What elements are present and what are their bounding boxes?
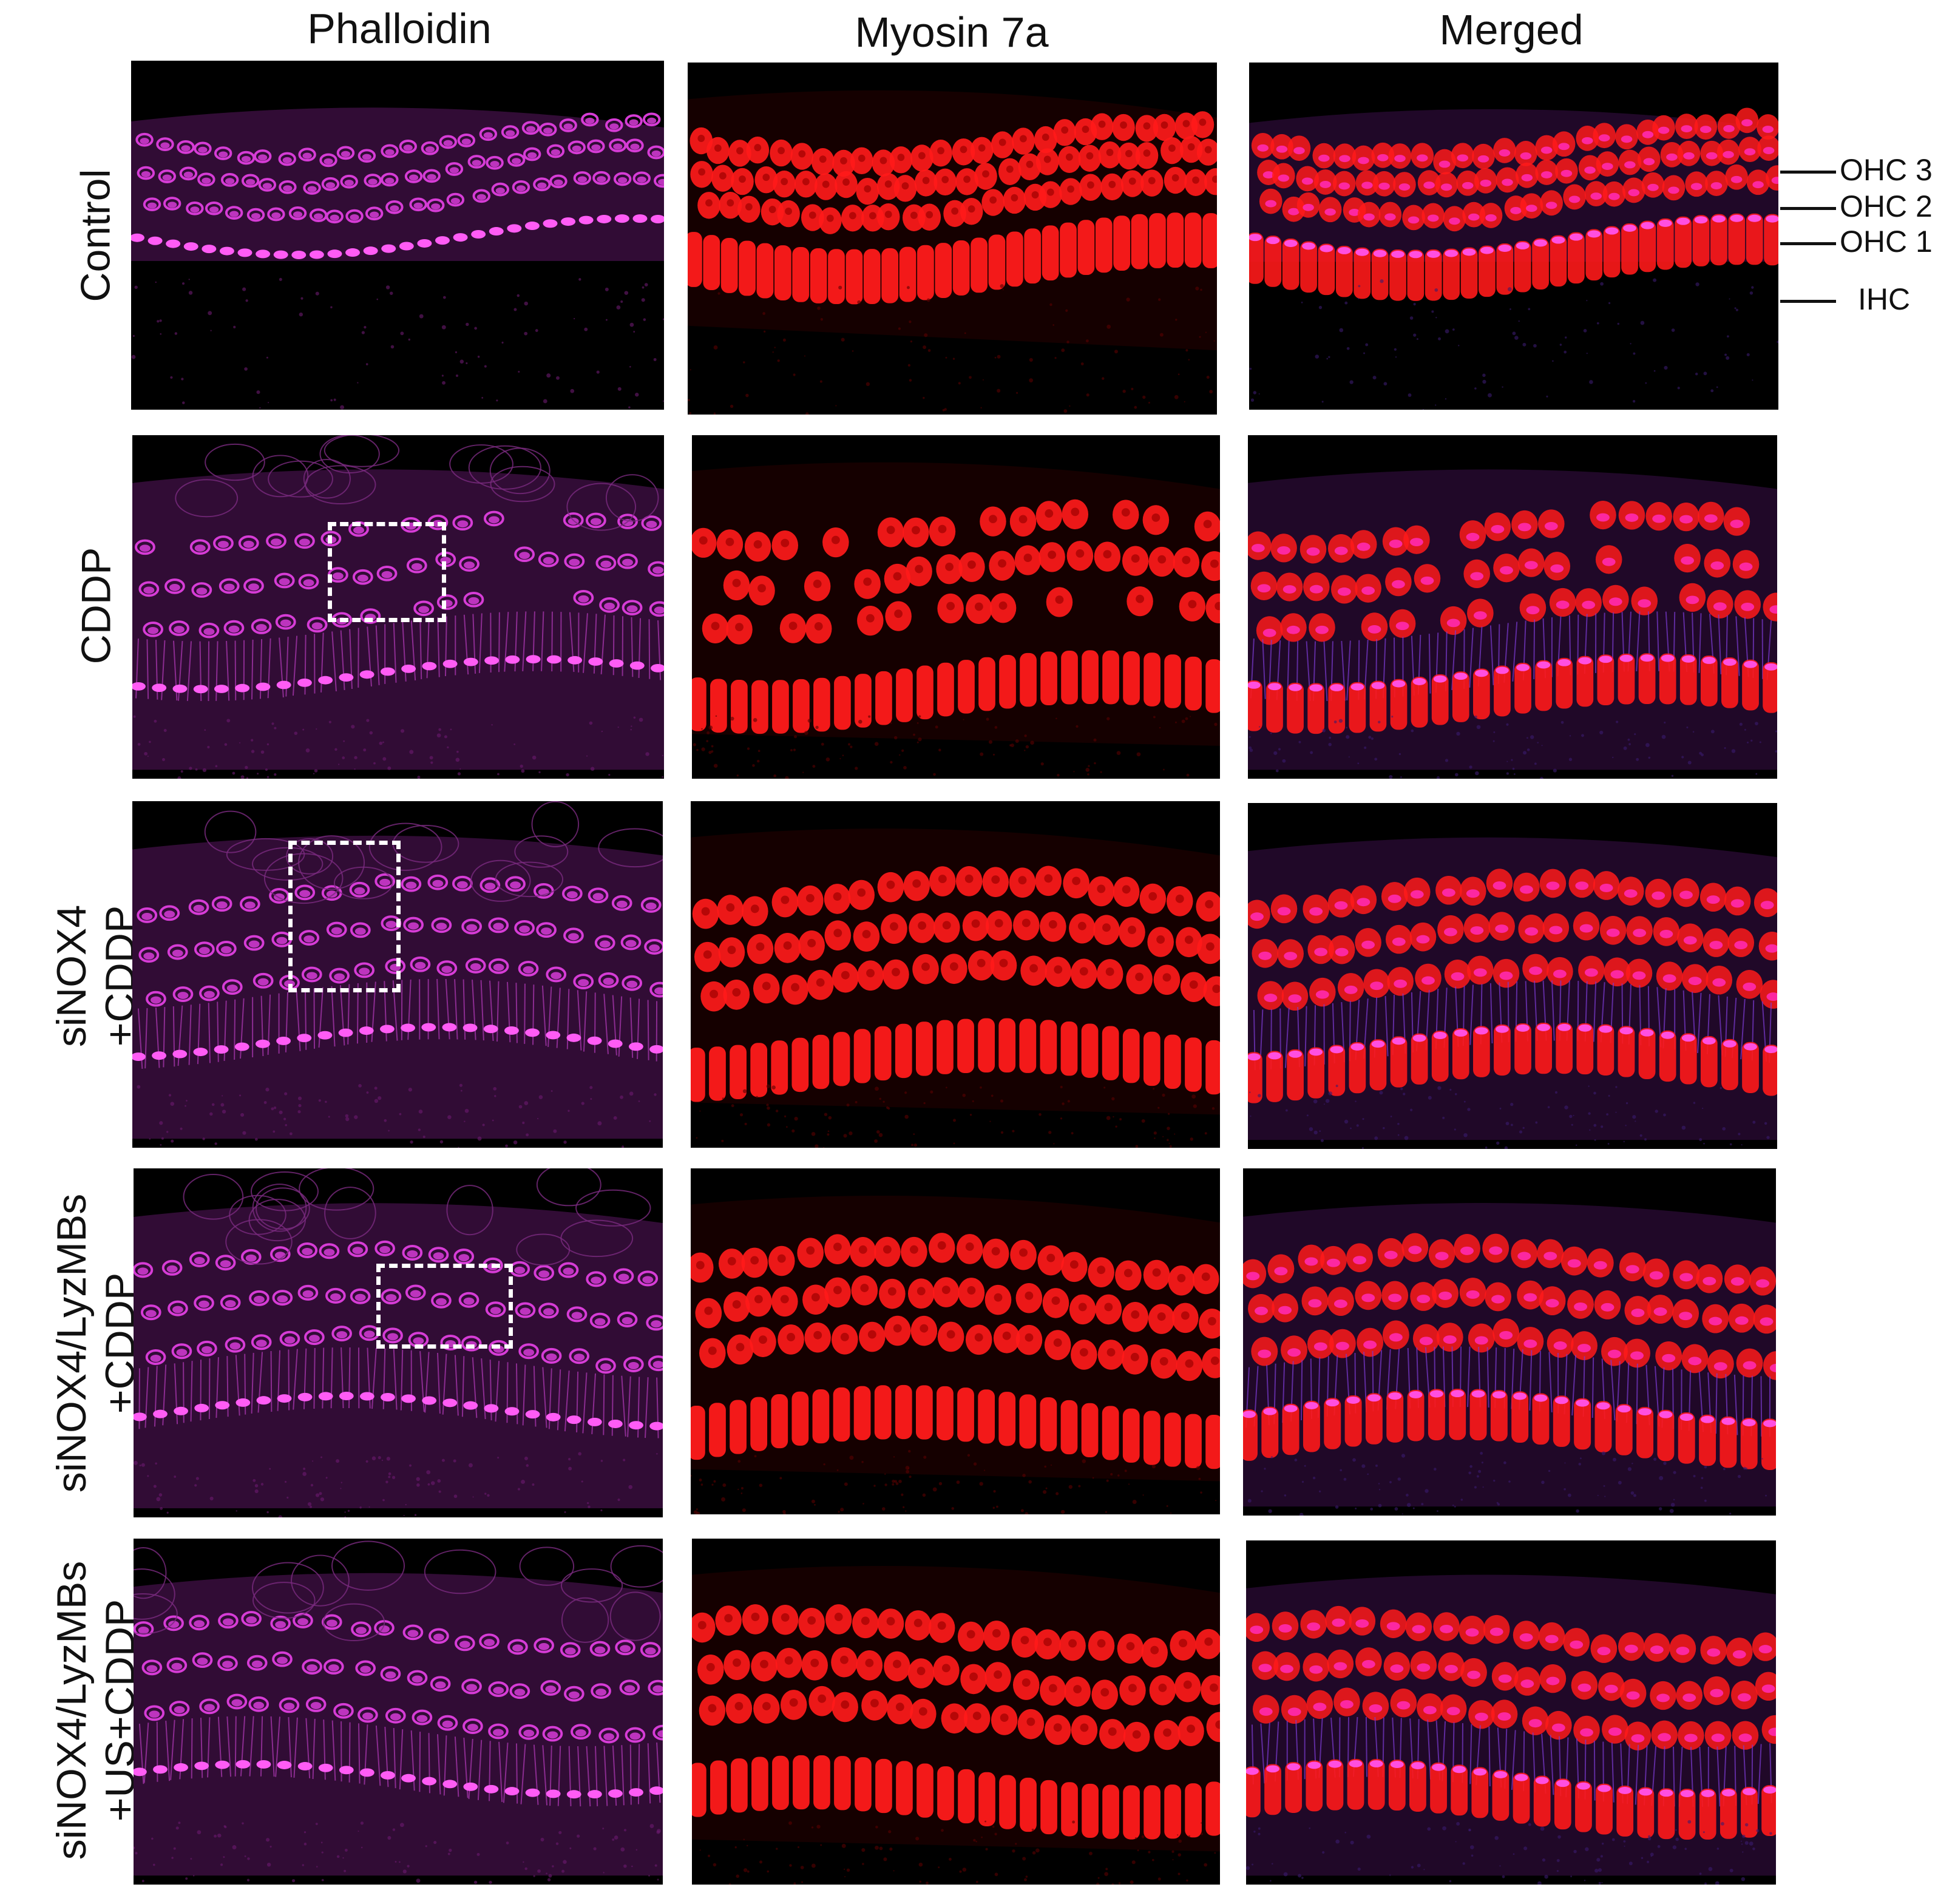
annotation-ohc3: OHC 3	[1780, 152, 1933, 188]
panel-sinox4-lyzmbs-cddp-phalloidin	[134, 1168, 663, 1517]
panel-control-myosin	[688, 63, 1217, 415]
panel-cddp-phalloidin	[132, 435, 664, 779]
annotation-line	[1780, 207, 1836, 211]
panel-cddp-merged	[1248, 435, 1777, 779]
panel-sinox4-lyzmbs-cddp-myosin	[691, 1168, 1220, 1514]
panel-sinox4-cddp-myosin	[691, 801, 1220, 1148]
annotation-line	[1780, 300, 1836, 303]
panel-control-phalloidin	[131, 61, 664, 410]
column-header-phalloidin: Phalloidin	[307, 5, 492, 52]
column-header-merged: Merged	[1439, 6, 1584, 53]
panel-sinox4-cddp-merged	[1248, 803, 1777, 1149]
panel-sinox4-lyzmbs-us-cddp-phalloidin	[134, 1539, 663, 1885]
row-label-control: Control	[73, 168, 119, 302]
annotation-ihc: IHC	[1780, 281, 1910, 317]
panel-sinox4-lyzmbs-us-cddp-merged	[1246, 1540, 1776, 1885]
roi-box-sinox4-cddp	[288, 841, 401, 992]
row-label-cddp: CDDP	[73, 547, 119, 664]
panel-sinox4-cddp-phalloidin	[132, 801, 663, 1148]
panel-control-merged	[1249, 63, 1778, 410]
annotation-ohc1: OHC 1	[1780, 223, 1933, 260]
row-label-sinox4-lyzmbs-us-cddp: siNOX4/LyzMBs +US+CDDP	[49, 1560, 143, 1860]
annotation-line	[1780, 171, 1836, 174]
panel-cddp-myosin	[692, 435, 1220, 779]
roi-box-sinox4-lyzmbs-cddp	[376, 1264, 513, 1349]
panel-sinox4-lyzmbs-us-cddp-myosin	[692, 1539, 1220, 1885]
row-label-sinox4-lyzmbs-cddp: siNOX4/LyzMBs +CDDP	[49, 1193, 143, 1492]
roi-box-cddp	[328, 522, 446, 622]
column-header-myosin-7a: Myosin 7a	[855, 8, 1049, 56]
annotation-ohc2: OHC 2	[1780, 188, 1933, 225]
annotation-line	[1780, 242, 1836, 246]
row-label-sinox4-cddp: siNOX4 +CDDP	[49, 904, 143, 1047]
panel-sinox4-lyzmbs-cddp-merged	[1243, 1168, 1776, 1516]
